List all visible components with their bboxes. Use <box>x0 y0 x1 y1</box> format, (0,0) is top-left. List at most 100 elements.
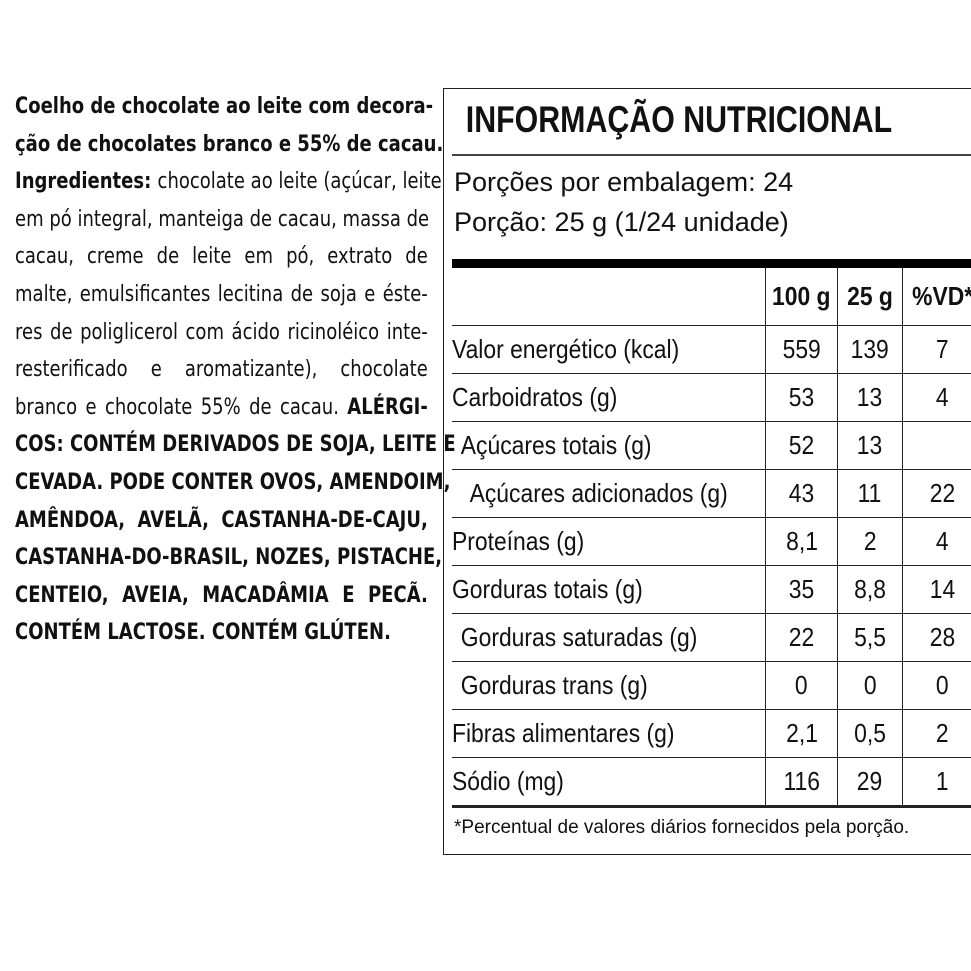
nutrient-value <box>901 421 971 470</box>
cell-text: 5,5 <box>853 622 886 652</box>
nutrient-name: Açúcares totais (g) <box>452 421 766 470</box>
nutrient-value: 4 <box>901 517 971 566</box>
cell-text: 28 <box>929 622 956 652</box>
ingredients-segment: ALÉRGI- <box>347 393 428 420</box>
ingredients-line: AMÊNDOA, AVELÃ, CASTANHA-DE-CAJU, <box>15 502 428 540</box>
ingredients-segment: ção de chocolates branco e 55% de cacau. <box>15 130 444 157</box>
nutrition-title: INFORMAÇÃO NUTRICIONAL <box>444 99 971 141</box>
table-row: Gorduras totais (g) 35 8,8 14 <box>452 565 971 614</box>
table-row: Carboidratos (g) 53 13 4 <box>452 373 971 422</box>
ingredients-segment: resterificado e aromatizante), chocolate <box>15 356 428 383</box>
ingredients-line: branco e chocolate 55% de cacau. ALÉRGI- <box>15 389 428 427</box>
ingredients-segment: COS: CONTÉM DERIVADOS DE SOJA, LEITE E <box>15 431 456 458</box>
cell-text: 43 <box>788 478 815 508</box>
nutrient-value: 559 <box>765 325 838 374</box>
nutrient-value: 7 <box>901 325 971 374</box>
ingredients-segment: malte, emulsificantes lecitina de soja e… <box>15 280 428 307</box>
nutrient-value: 2,1 <box>765 709 838 758</box>
nutrient-name: Gorduras trans (g) <box>452 661 766 710</box>
ingredients-line: ção de chocolates branco e 55% de cacau. <box>15 126 443 164</box>
cell-text: 22 <box>788 622 815 652</box>
cell-text: 1 <box>935 766 949 796</box>
nutrient-value: 0 <box>901 661 971 710</box>
ingredients-segment: Ingredientes: <box>15 168 158 195</box>
nutrient-name: Gorduras saturadas (g) <box>452 613 766 662</box>
nutrient-value: 2 <box>901 709 971 758</box>
table-row: Açúcares adicionados (g) 43 11 22 <box>452 469 971 518</box>
ingredients-segment: CEVADA. PODE CONTER OVOS, AMENDOIM, <box>15 468 451 495</box>
nutrient-value: 116 <box>765 757 838 808</box>
table-row: Açúcares totais (g) 52 13 <box>452 421 971 470</box>
nutrient-value: 139 <box>837 325 903 374</box>
ingredients-line: malte, emulsificantes lecitina de soja e… <box>15 276 428 314</box>
cell-text: 22 <box>929 478 956 508</box>
ingredients-segment: CASTANHA-DO-BRASIL, NOZES, PISTACHE, <box>15 544 443 571</box>
cell-text: 2 <box>863 526 877 556</box>
ingredients-text: Coelho de chocolate ao leite com decora-… <box>15 88 456 652</box>
nutrient-value: 8,1 <box>765 517 838 566</box>
nutrient-value: 53 <box>765 373 838 422</box>
nutrient-value: 13 <box>837 421 903 470</box>
cell-text: Fibras alimentares (g) <box>452 718 675 748</box>
cell-text: 116 <box>783 766 820 796</box>
ingredients-line: CONTÉM LACTOSE. CONTÉM GLÚTEN. <box>15 614 428 652</box>
column-header: 100 g <box>765 268 838 326</box>
cell-text: %VD* <box>911 281 971 311</box>
nutrient-value: 28 <box>901 613 971 662</box>
serving-size: Porção: 25 g (1/24 unidade) <box>454 207 789 237</box>
cell-text: 2,1 <box>785 718 818 748</box>
nutrient-name: Fibras alimentares (g) <box>452 709 766 758</box>
cell-text: Gorduras saturadas (g) <box>460 622 698 652</box>
cell-text: Proteínas (g) <box>452 526 585 556</box>
cell-text: 25 g <box>846 281 893 311</box>
column-header: %VD* <box>901 268 971 326</box>
cell-text: Açúcares totais (g) <box>460 430 652 460</box>
cell-text: 53 <box>788 382 815 412</box>
cell-text: 13 <box>857 382 883 412</box>
cell-text: 0 <box>795 670 809 700</box>
ingredients-line: CENTEIO, AVEIA, MACADÂMIA E PECÃ. <box>15 577 428 615</box>
table-row: Sódio (mg) 116 29 1 <box>452 757 971 808</box>
ingredients-line: Ingredientes: chocolate ao leite (açúcar… <box>15 163 442 201</box>
nutrient-value: 0,5 <box>837 709 903 758</box>
ingredients-line: cacau, creme de leite em pó, extrato de <box>15 238 428 276</box>
ingredients-segment: CONTÉM LACTOSE. CONTÉM GLÚTEN. <box>15 619 391 646</box>
nutrient-value: 11 <box>837 469 903 518</box>
nutrient-value: 14 <box>901 565 971 614</box>
cell-text: 8,1 <box>785 526 818 556</box>
table-row: Gorduras saturadas (g) 22 5,5 28 <box>452 613 971 662</box>
nutrients-table: 100 g 25 g %VD* Valor energético (kcal) 559 1… <box>452 268 971 808</box>
ingredients-line: res de poliglicerol com ácido ricinoléic… <box>15 314 428 352</box>
ingredients-line: em pó integral, manteiga de cacau, massa… <box>15 201 429 239</box>
nutrient-value: 22 <box>901 469 971 518</box>
ingredients-line: CASTANHA-DO-BRASIL, NOZES, PISTACHE, <box>15 539 442 577</box>
nutrient-value: 0 <box>765 661 838 710</box>
ingredients-segment: Coelho de chocolate ao leite com decora- <box>15 93 434 119</box>
nutrient-name: Proteínas (g) <box>452 517 766 566</box>
cell-text: 0 <box>863 670 877 700</box>
cell-text: 14 <box>929 574 956 604</box>
nutrient-value: 4 <box>901 373 971 422</box>
divider <box>452 154 971 156</box>
cell-text: 4 <box>935 382 949 412</box>
nutrient-name: Valor energético (kcal) <box>452 325 766 374</box>
nutrient-value: 29 <box>837 757 903 808</box>
thick-divider <box>452 259 971 268</box>
nutrient-value: 1 <box>901 757 971 808</box>
nutrient-value: 43 <box>765 469 838 518</box>
ingredients-line: CEVADA. PODE CONTER OVOS, AMENDOIM, <box>15 464 450 502</box>
cell-text: Gorduras trans (g) <box>460 670 648 700</box>
nutrient-name: Carboidratos (g) <box>452 373 766 422</box>
nutrient-value: 22 <box>765 613 838 662</box>
nutrition-facts-table: INFORMAÇÃO NUTRICIONAL Porções por embal… <box>443 88 971 855</box>
table-row: Fibras alimentares (g) 2,1 0,5 2 <box>452 709 971 758</box>
ingredients-line: resterificado e aromatizante), chocolate <box>15 351 428 389</box>
cell-text: 7 <box>935 334 949 364</box>
cell-text: 100 g <box>772 281 831 311</box>
ingredients-segment: branco e chocolate 55% de cacau. <box>15 393 348 420</box>
cell-text: 11 <box>857 478 882 508</box>
cell-text: Valor energético (kcal) <box>452 334 680 364</box>
ingredients-line: COS: CONTÉM DERIVADOS DE SOJA, LEITE E <box>15 426 456 464</box>
ingredients-segment: chocolate ao leite (açúcar, leite <box>157 168 442 195</box>
footnote: *Percentual de valores diários fornecido… <box>454 817 910 838</box>
